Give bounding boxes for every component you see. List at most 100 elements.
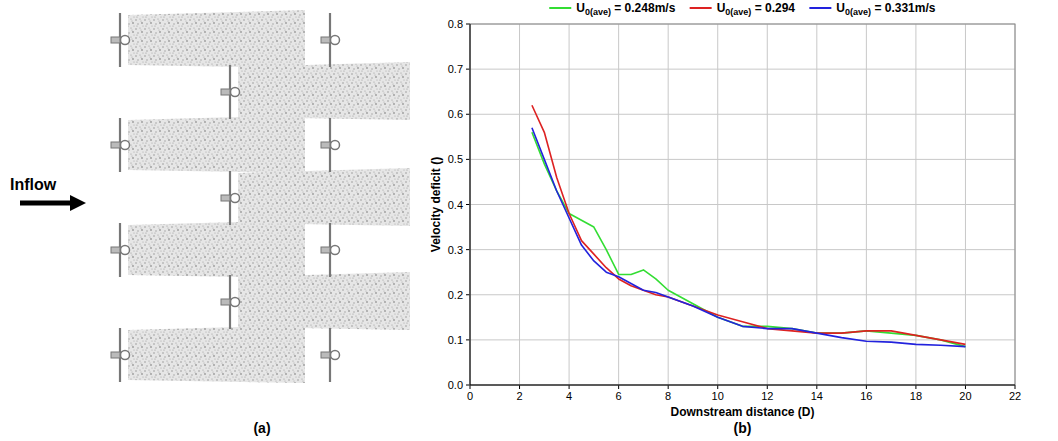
- figure: Inflow (a) 0.0 0.1 0.2 0.3 0.4 0.5 0.6 0.7 0.8 0 2 4 6…: [0, 0, 1058, 441]
- grid-line: [519, 24, 520, 385]
- grid-line: [470, 294, 1015, 295]
- turbine-hub: [221, 89, 230, 95]
- plot-frame: [470, 24, 1015, 385]
- tick-mark: [466, 339, 470, 340]
- plot-area: [470, 24, 1015, 385]
- tick-mark: [668, 385, 669, 389]
- tick-mark: [466, 69, 470, 70]
- tick-label: 20: [959, 390, 971, 402]
- wake: [128, 220, 305, 278]
- legend-label: U0(ave) = 0.331m/s: [836, 1, 935, 17]
- grid-line: [767, 24, 768, 385]
- turbine-nacelle: [331, 351, 340, 360]
- legend-swatch: [549, 7, 571, 9]
- tick-mark: [470, 385, 471, 389]
- turbine-hub: [321, 247, 330, 253]
- grid-line: [816, 24, 817, 385]
- tick-label: 0.3: [448, 244, 463, 256]
- tick-label: 0.7: [448, 63, 463, 75]
- tick-mark: [466, 159, 470, 160]
- legend-entry: U0(ave) = 0.294: [690, 1, 796, 17]
- series-line: [532, 132, 966, 346]
- turbine-hub: [111, 37, 120, 43]
- tick-label: 0.5: [448, 153, 463, 165]
- tick-label: 0.6: [448, 108, 463, 120]
- wake: [238, 272, 410, 330]
- tick-label: 4: [566, 390, 572, 402]
- grid-line: [470, 339, 1015, 340]
- legend-label: U0(ave) = 0.294: [717, 1, 796, 17]
- turbine-hub: [221, 195, 230, 201]
- grid-line: [717, 24, 718, 385]
- legend-entry: U0(ave) = 0.331m/s: [809, 1, 935, 17]
- tick-label: 0.8: [448, 18, 463, 30]
- tick-mark: [816, 385, 817, 389]
- wake: [238, 168, 410, 226]
- tick-mark: [866, 385, 867, 389]
- tick-mark: [767, 385, 768, 389]
- turbine-nacelle: [331, 36, 340, 45]
- turbine-hub: [111, 352, 120, 358]
- turbine-nacelle: [231, 194, 240, 203]
- turbine-hub: [221, 299, 230, 305]
- turbine-nacelle: [121, 351, 130, 360]
- tick-mark: [466, 204, 470, 205]
- inflow-label: Inflow: [10, 176, 57, 193]
- tick-mark: [618, 385, 619, 389]
- chart: 0.00.10.20.30.40.50.60.70.80246810121416…: [429, 18, 1021, 419]
- turbine-hub: [111, 247, 120, 253]
- panel-label: (a): [253, 420, 270, 436]
- series-group: [532, 105, 966, 346]
- legend-swatch: [690, 7, 712, 9]
- tick-label: 8: [665, 390, 671, 402]
- tick-mark: [569, 385, 570, 389]
- tick-label: 18: [910, 390, 922, 402]
- tick-label: 6: [616, 390, 622, 402]
- tick-label: 10: [712, 390, 724, 402]
- tick-label: 0.4: [448, 199, 463, 211]
- tick-mark: [1015, 385, 1016, 389]
- tick-label: 14: [811, 390, 823, 402]
- turbine-nacelle: [231, 88, 240, 97]
- grid-line: [668, 24, 669, 385]
- grid-line: [470, 249, 1015, 250]
- grid-line: [618, 24, 619, 385]
- diagram: Inflow: [10, 10, 410, 383]
- tick-label: 2: [516, 390, 522, 402]
- inflow-arrow-head: [70, 195, 86, 211]
- turbine-nacelle: [331, 246, 340, 255]
- panel-label: (b): [734, 420, 752, 436]
- y-axis-title: Velocity deficit (): [429, 157, 443, 252]
- inflow-arrow-shaft: [20, 201, 72, 206]
- tick-mark: [915, 385, 916, 389]
- tick-mark: [466, 114, 470, 115]
- tick-label: 0: [467, 390, 473, 402]
- tick-label: 0.2: [448, 289, 463, 301]
- x-axis: [470, 385, 1015, 386]
- wake: [128, 10, 305, 68]
- grid-line: [470, 385, 1015, 386]
- grid-line: [965, 24, 966, 385]
- grid-line: [470, 69, 1015, 70]
- turbine-hub: [321, 142, 330, 148]
- tick-label: 0.0: [448, 379, 463, 391]
- tick-label: 0.1: [448, 334, 463, 346]
- x-axis-title: Downstream distance (D): [670, 405, 814, 419]
- turbine-hub: [111, 142, 120, 148]
- y-axis: [470, 24, 471, 385]
- tick-mark: [519, 385, 520, 389]
- tick-label: 16: [860, 390, 872, 402]
- wake: [238, 62, 410, 120]
- series-line: [532, 105, 966, 344]
- grid-line: [569, 24, 570, 385]
- turbine-hub: [321, 352, 330, 358]
- tick-mark: [466, 24, 470, 25]
- legend-label: U0(ave) = 0.248m/s: [576, 1, 675, 17]
- series-line: [532, 128, 966, 347]
- grid-line: [470, 204, 1015, 205]
- legend: U0(ave) = 0.248m/s U0(ave) = 0.294 U0(ave)…: [549, 1, 936, 17]
- turbine-nacelle: [231, 298, 240, 307]
- turbine-nacelle: [331, 141, 340, 150]
- tick-mark: [466, 385, 470, 386]
- legend-swatch: [809, 7, 831, 9]
